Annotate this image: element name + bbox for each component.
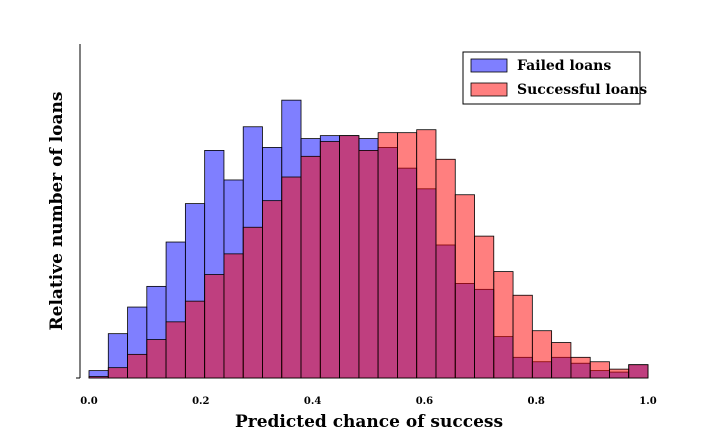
bar-successful-loans-14 (358, 150, 379, 379)
bar-successful-loans-28 (628, 364, 649, 379)
bar-successful-loans-22 (512, 294, 533, 379)
bar-successful-loans-17 (416, 129, 437, 379)
legend-label-failed-loans: Failed loans (517, 58, 611, 74)
bar-successful-loans-9 (262, 200, 283, 379)
bar-successful-loans-5 (184, 300, 206, 379)
bar-successful-loans-26 (589, 361, 610, 379)
bars-layer (88, 99, 649, 379)
x-tick-label: 0.4 (304, 396, 321, 407)
bar-successful-loans-8 (242, 226, 263, 379)
x-tick-label: 0.8 (527, 396, 544, 407)
bar-successful-loans-11 (300, 155, 321, 379)
x-tick-label: 0.2 (192, 396, 209, 407)
bar-successful-loans-3 (146, 339, 167, 379)
bar-successful-loans-12 (319, 141, 340, 379)
bar-successful-loans-2 (127, 353, 148, 379)
bar-successful-loans-13 (339, 135, 360, 379)
bar-successful-loans-4 (165, 321, 186, 379)
bar-successful-loans-18 (435, 158, 456, 379)
legend-swatch-failed-loans (470, 58, 508, 73)
bar-successful-loans-16 (397, 132, 418, 379)
y-axis-label: Relative number of loans (47, 92, 67, 331)
x-tick-label: 0.0 (80, 396, 97, 407)
legend-label-successful-loans: Successful loans (517, 82, 647, 98)
x-axis-label: Predicted chance of success (235, 412, 503, 432)
bar-successful-loans-25 (570, 356, 591, 379)
bar-successful-loans-10 (281, 176, 302, 379)
bar-successful-loans-23 (531, 330, 553, 379)
x-tick-label: 0.6 (416, 396, 433, 407)
legend: Failed loans Successful loans (462, 51, 647, 105)
bar-successful-loans-20 (474, 235, 495, 379)
legend-swatch-successful-loans (470, 82, 508, 97)
bar-successful-loans-21 (493, 271, 514, 379)
bar-successful-loans-19 (454, 194, 475, 379)
axes-layer: 0.0 0.2 0.4 0.6 0.8 1.0 (76, 44, 657, 407)
bar-successful-loans-15 (377, 132, 398, 379)
bar-successful-loans-7 (223, 253, 244, 379)
bar-successful-loans-27 (609, 368, 630, 379)
bar-successful-loans-0 (88, 376, 109, 379)
bar-successful-loans-1 (107, 367, 128, 379)
series-successful-loans (88, 129, 649, 379)
bar-successful-loans-6 (204, 274, 225, 379)
x-tick-label: 1.0 (639, 396, 656, 407)
bar-successful-loans-24 (551, 342, 572, 379)
